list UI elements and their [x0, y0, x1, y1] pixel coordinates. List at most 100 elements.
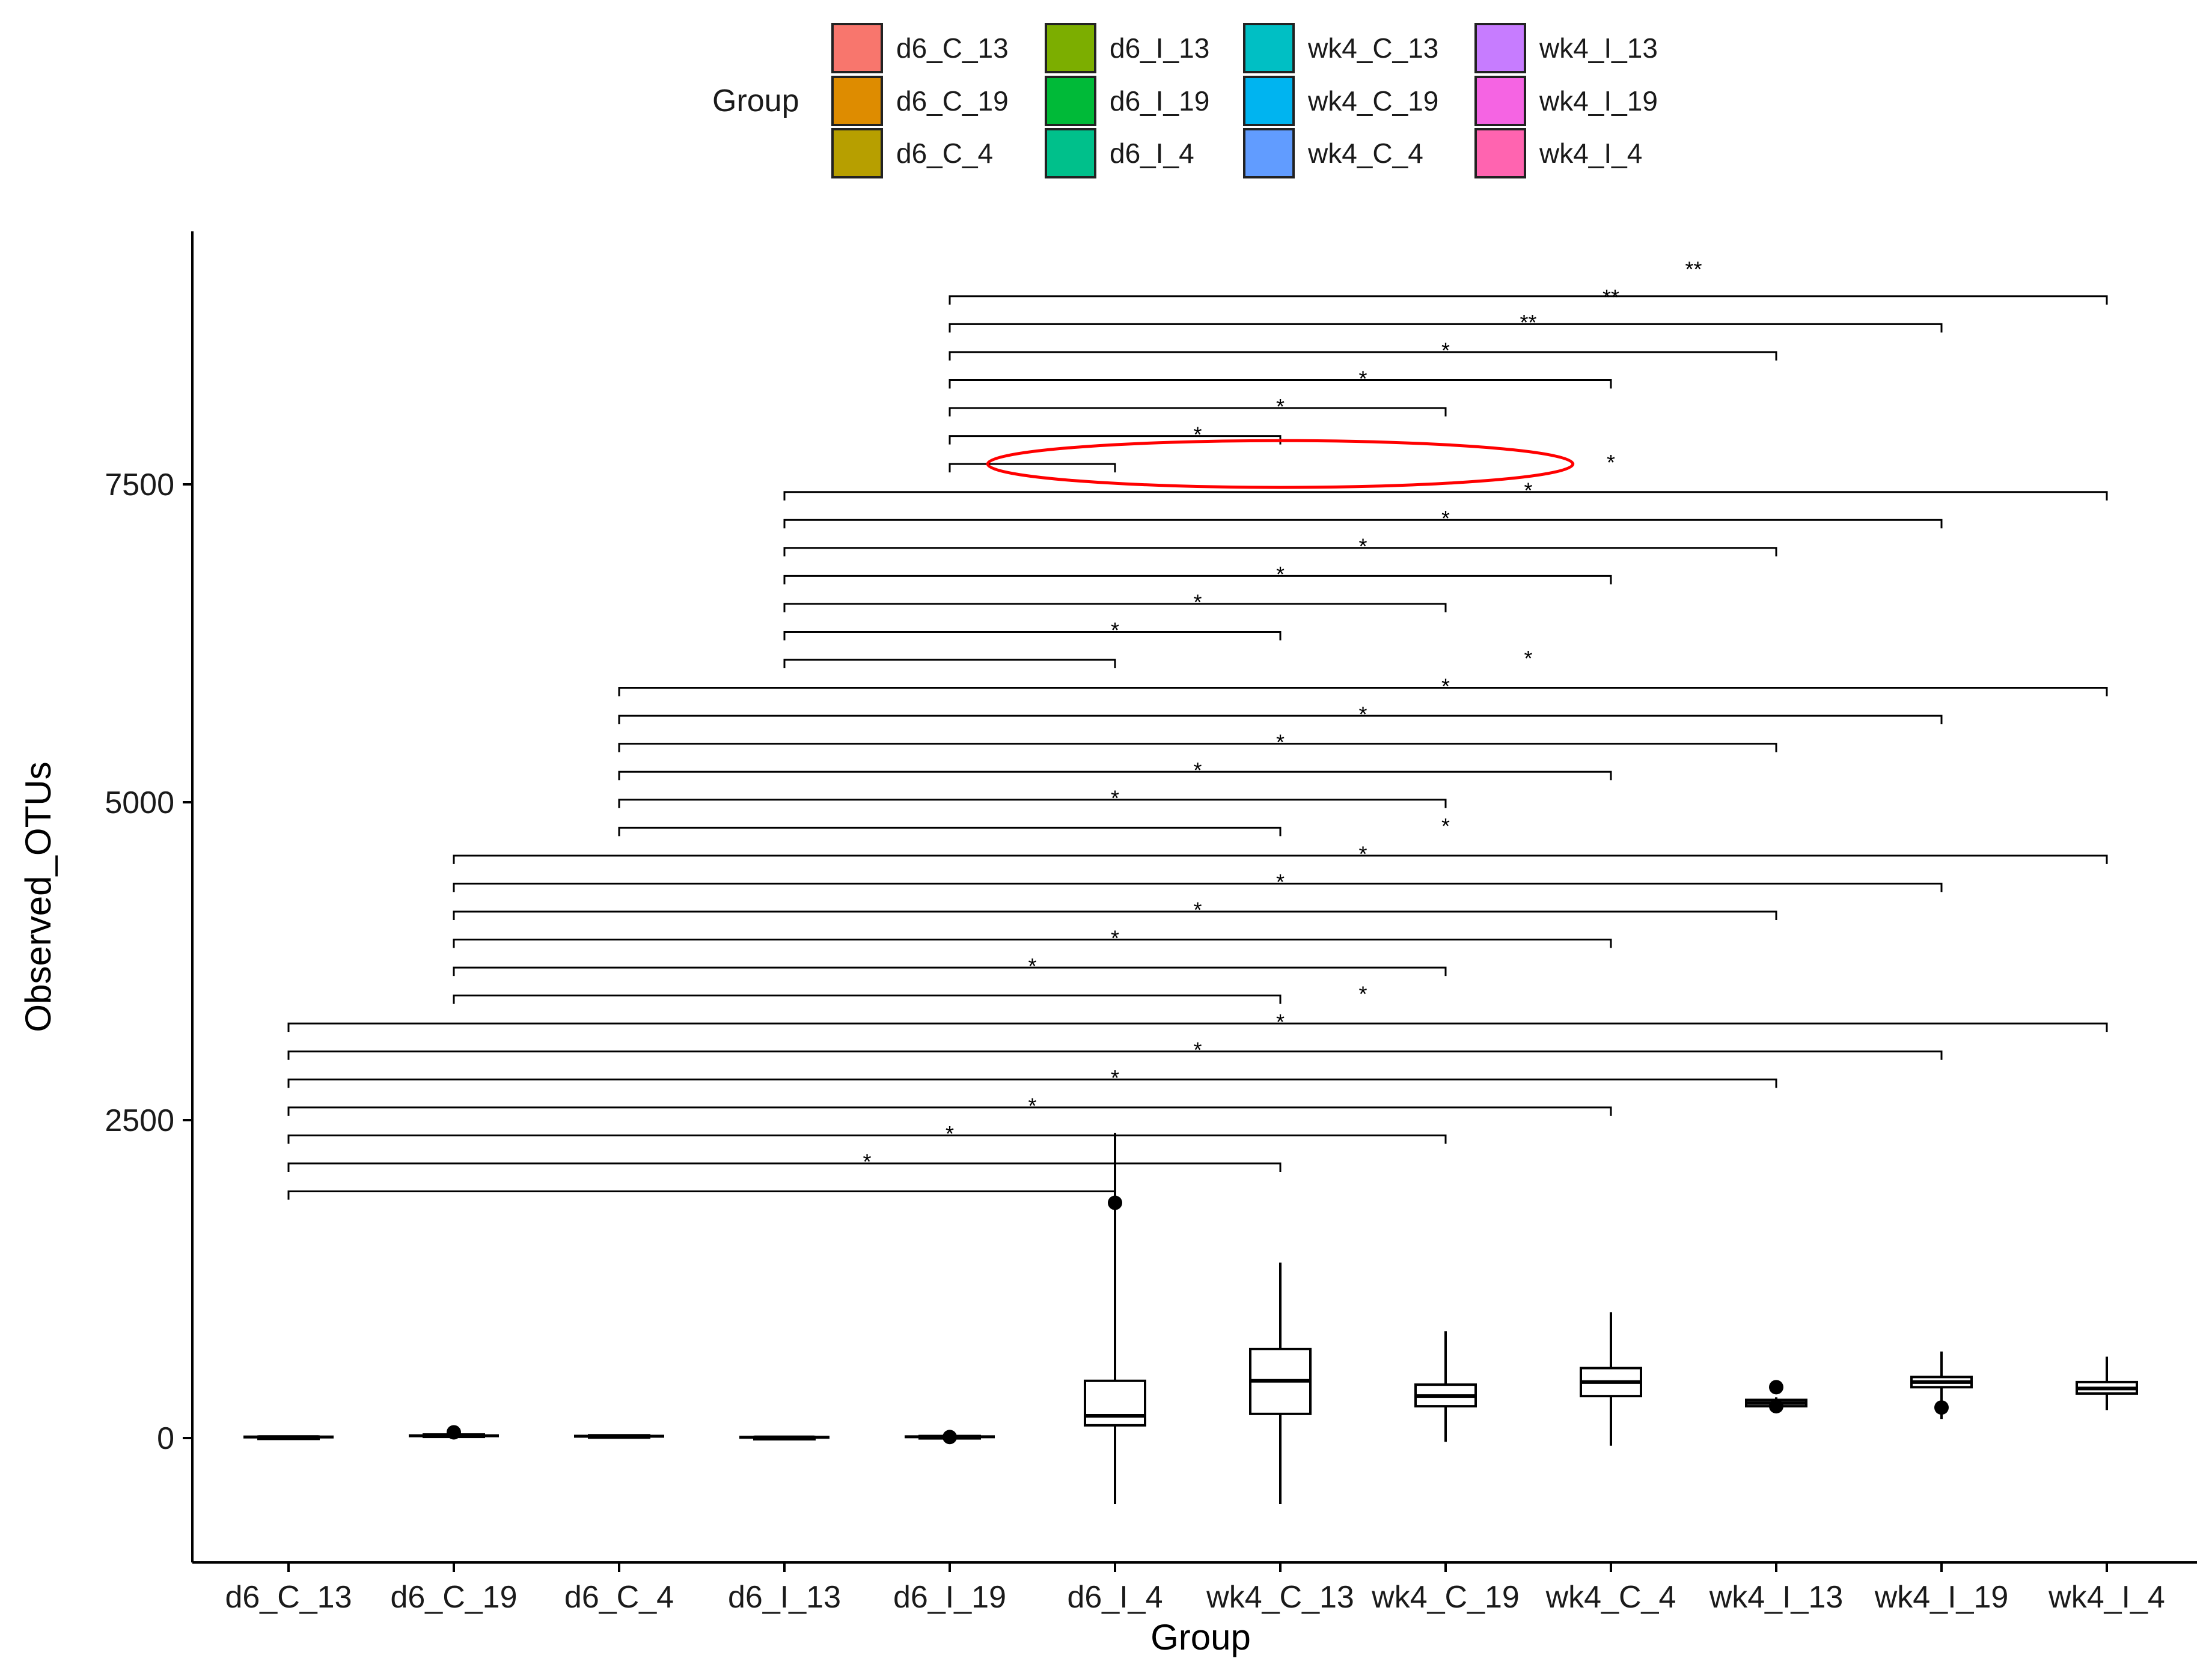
y-axis-title: Observed_OTUs: [18, 761, 58, 1032]
comparison-bracket: [453, 910, 1777, 920]
comparison-bracket: [618, 687, 2108, 696]
legend-item-d6-c-19: d6_C_19: [831, 76, 1009, 126]
x-tick-label-d6-i-13: d6_I_13: [728, 1580, 841, 1615]
significance-label: *: [1276, 1010, 1285, 1034]
significance-label: *: [1524, 478, 1532, 502]
legend: Group d6_C_13 d6_C_19 d6_C_4 d6_I_13 d6_I_19…: [712, 23, 1658, 178]
significance-label: *: [1111, 1065, 1119, 1090]
boxplot-d6-i-19: [905, 1430, 995, 1445]
comparison-bracket: [618, 799, 1447, 808]
x-tick-label-wk4-i-4: wk4_I_4: [2048, 1580, 2165, 1615]
comparison-bracket: [287, 1022, 2108, 1032]
legend-label: wk4_I_4: [1539, 138, 1642, 169]
comparison-bracket: [783, 547, 1777, 556]
comparison-bracket: [949, 379, 1612, 389]
significance-label: *: [1441, 814, 1450, 838]
comparison-bracket: [783, 659, 1116, 669]
significance-label: *: [1193, 898, 1202, 922]
x-tick-label-d6-c-13: d6_C_13: [225, 1580, 352, 1615]
comparison-bracket: [783, 491, 2108, 501]
legend-label: d6_C_13: [896, 32, 1009, 64]
significance-label: *: [1358, 702, 1367, 727]
significance-label: *: [1193, 1038, 1202, 1062]
legend-label: wk4_C_13: [1307, 32, 1438, 64]
y-axis-ticks: 0 2500 5000 7500: [105, 468, 192, 1456]
box-iqr: [1084, 1379, 1146, 1427]
significance-label: *: [1524, 646, 1532, 671]
legend-label: wk4_C_19: [1307, 85, 1438, 117]
significance-label: *: [863, 1150, 871, 1174]
boxplot-d6-c-13: [243, 1435, 334, 1440]
x-tick-label-wk4-i-19: wk4_I_19: [1874, 1580, 2009, 1615]
legend-item-d6-i-19: d6_I_19: [1045, 76, 1209, 126]
x-tick-label-d6-i-4: d6_I_4: [1067, 1580, 1163, 1615]
legend-key: [1045, 23, 1096, 73]
legend-label: wk4_I_19: [1539, 85, 1658, 117]
comparison-bracket: [949, 295, 2108, 305]
legend-key: [831, 76, 883, 126]
outlier-point: [1108, 1195, 1122, 1210]
boxplot-wk4-i-4: [2076, 1356, 2138, 1410]
x-tick-label-wk4-c-19: wk4_C_19: [1371, 1580, 1520, 1615]
comparison-bracket: [949, 323, 1943, 333]
boxplot-d6-i-4: [1084, 1133, 1146, 1505]
boxplot-d6-c-4: [574, 1434, 664, 1439]
comparison-bracket: [949, 407, 1447, 417]
significance-label: *: [1441, 506, 1450, 531]
boxplot-d6-i-13: [739, 1435, 830, 1441]
x-axis-ticks: d6_C_13 d6_C_19 d6_C_4 d6_I_13 d6_I_19 d6_I_4…: [225, 1562, 2165, 1615]
legend-item-d6-c-13: d6_C_13: [831, 23, 1009, 73]
legend-key: [1243, 23, 1295, 73]
significance-label: *: [1441, 674, 1450, 698]
axes: 0 2500 5000 7500 d6_C_13 d6_C_19 d6_C_4 d6_I_1…: [18, 231, 2197, 1657]
significance-label: *: [1276, 870, 1285, 894]
significance-label: *: [1358, 981, 1367, 1006]
outlier-point: [1934, 1400, 1949, 1415]
boxplot-d6-c-19: [409, 1425, 499, 1440]
boxplots: [243, 1133, 2138, 1505]
outlier-point: [1769, 1380, 1783, 1395]
comparison-bracket: [287, 1190, 1116, 1200]
significance-label: *: [1276, 730, 1285, 754]
significance-label: *: [1193, 590, 1202, 615]
legend-item-d6-i-13: d6_I_13: [1045, 23, 1209, 73]
comparison-bracket: [287, 1050, 1943, 1060]
comparison-bracket: [287, 1134, 1447, 1144]
comparison-bracket: [287, 1106, 1612, 1116]
annotation-layer: [986, 439, 1575, 489]
x-tick-label-wk4-c-13: wk4_C_13: [1206, 1580, 1354, 1615]
comparison-bracket: [618, 743, 1777, 752]
legend-key: [831, 128, 883, 178]
legend-item-wk4-c-19: wk4_C_19: [1243, 76, 1438, 126]
legend-item-wk4-c-13: wk4_C_13: [1243, 23, 1438, 73]
comparison-bracket: [453, 855, 2108, 864]
boxplot-wk4-i-19: [1910, 1352, 1973, 1419]
comparison-bracket: [287, 1078, 1777, 1088]
legend-item-wk4-i-19: wk4_I_19: [1474, 76, 1658, 126]
comparison-bracket: [618, 715, 1943, 725]
comparison-bracket: [783, 519, 1943, 529]
outlier-point: [943, 1430, 957, 1445]
comparison-bracket: [453, 995, 1282, 1004]
boxplot-wk4-c-4: [1580, 1312, 1642, 1446]
legend-key: [1243, 76, 1295, 126]
legend-label: d6_I_4: [1110, 138, 1194, 169]
legend-title: Group: [712, 84, 799, 118]
significance-label: *: [1028, 954, 1036, 978]
legend-item-wk4-i-13: wk4_I_13: [1474, 23, 1658, 73]
legend-key: [1474, 23, 1526, 73]
x-tick-label-d6-c-4: d6_C_4: [564, 1580, 674, 1615]
outlier-point: [1769, 1399, 1783, 1414]
legend-item-wk4-i-4: wk4_I_4: [1474, 128, 1642, 178]
legend-label: d6_C_4: [896, 138, 993, 169]
y-tick-label: 7500: [105, 468, 174, 502]
significance-label: **: [1602, 285, 1619, 309]
significance-label: *: [1358, 534, 1367, 559]
highlight-ellipse: [986, 439, 1575, 489]
legend-key: [831, 23, 883, 73]
comparison-bracket: [949, 351, 1777, 361]
x-tick-label-d6-c-19: d6_C_19: [390, 1580, 517, 1615]
significance-label: *: [1276, 394, 1285, 419]
legend-label: wk4_I_13: [1539, 32, 1658, 64]
